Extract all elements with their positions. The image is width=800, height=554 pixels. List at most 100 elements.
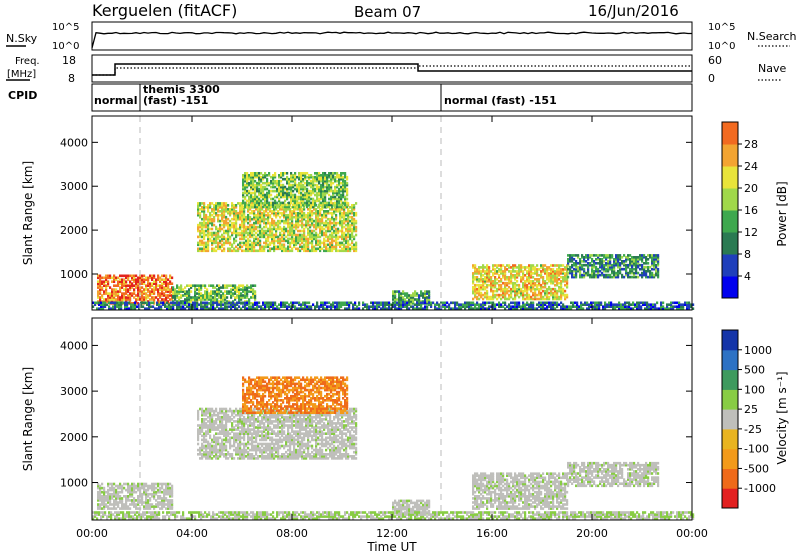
data-cell xyxy=(657,271,660,275)
data-cell xyxy=(631,262,634,265)
data-cell xyxy=(240,301,243,305)
data-cell xyxy=(544,272,547,275)
data-cell xyxy=(343,235,346,239)
data-cell xyxy=(284,191,287,195)
data-cell xyxy=(603,269,606,273)
data-cell xyxy=(398,290,401,293)
data-cell xyxy=(478,307,481,310)
data-cell xyxy=(300,183,303,187)
data-cell xyxy=(348,307,351,310)
data-cell xyxy=(508,293,511,297)
data-cell xyxy=(250,307,253,310)
nsky-panel: N.Sky 10^5 10^0 10^5 10^0 N.Search xyxy=(6,21,797,52)
data-cell xyxy=(103,501,106,504)
data-cell xyxy=(548,276,551,279)
data-cell xyxy=(478,272,481,275)
data-cell xyxy=(149,294,152,297)
data-cell xyxy=(550,303,553,306)
data-cell xyxy=(149,290,152,293)
data-cell xyxy=(133,292,136,295)
data-cell xyxy=(265,208,268,211)
data-cell xyxy=(374,301,377,305)
data-cell xyxy=(300,195,303,199)
data-cell xyxy=(384,303,387,306)
data-cell xyxy=(650,305,653,308)
data-cell xyxy=(332,197,335,201)
data-cell xyxy=(621,260,624,263)
data-cell xyxy=(366,305,369,308)
data-cell xyxy=(125,290,128,293)
data-cell xyxy=(166,305,169,308)
data-cell xyxy=(246,205,249,209)
data-cell xyxy=(310,201,313,205)
data-cell xyxy=(125,284,128,287)
data-cell xyxy=(300,199,303,203)
data-cell xyxy=(135,274,138,278)
data-cell xyxy=(335,241,338,245)
data-cell xyxy=(502,295,505,299)
data-cell xyxy=(276,201,279,205)
data-cell xyxy=(218,292,221,295)
data-cell xyxy=(165,282,168,285)
data-cell xyxy=(97,296,100,299)
data-cell xyxy=(244,191,247,195)
data-cell xyxy=(230,305,233,308)
data-cell xyxy=(581,275,584,279)
data-cell xyxy=(321,225,324,229)
data-cell xyxy=(225,217,228,221)
data-cell xyxy=(251,225,254,229)
data-cell xyxy=(115,288,118,291)
data-cell xyxy=(573,254,576,257)
data-cell xyxy=(172,286,175,289)
data-cell xyxy=(584,303,587,306)
data-cell xyxy=(516,270,519,273)
data-cell xyxy=(303,233,306,237)
data-cell xyxy=(349,215,352,219)
data-cell xyxy=(281,235,284,239)
data-cell xyxy=(336,305,339,308)
data-cell xyxy=(113,486,116,490)
data-cell xyxy=(244,195,247,199)
data-cell xyxy=(579,265,582,269)
data-cell xyxy=(267,243,270,247)
data-cell xyxy=(225,229,228,233)
data-cell xyxy=(213,219,216,223)
data-cell xyxy=(492,266,495,269)
data-cell xyxy=(241,217,244,221)
data-cell xyxy=(302,179,305,183)
data-cell xyxy=(229,219,232,223)
data-cell xyxy=(486,272,489,275)
data-cell xyxy=(271,235,274,239)
data-cell xyxy=(496,272,499,275)
data-cell xyxy=(113,488,116,492)
data-cell xyxy=(217,241,220,245)
data-cell xyxy=(260,183,263,187)
data-cell xyxy=(398,305,401,308)
data-cell xyxy=(253,223,256,227)
data-cell xyxy=(414,303,417,306)
data-cell xyxy=(522,293,525,297)
data-cell xyxy=(619,256,622,259)
data-cell xyxy=(336,193,339,197)
data-cell xyxy=(258,181,261,185)
data-cell xyxy=(215,204,218,207)
data-cell xyxy=(269,223,272,227)
data-cell xyxy=(313,211,316,215)
data-cell xyxy=(478,280,481,283)
data-cell xyxy=(300,197,303,201)
data-cell xyxy=(269,241,272,245)
data-cell xyxy=(316,195,319,199)
data-cell xyxy=(504,276,507,279)
data-cell xyxy=(119,490,122,494)
data-cell xyxy=(129,288,132,291)
data-cell xyxy=(100,307,103,310)
data-cell xyxy=(114,305,117,308)
data-cell xyxy=(334,305,337,308)
data-cell xyxy=(131,286,134,289)
data-cell xyxy=(311,247,314,251)
data-cell xyxy=(286,307,289,310)
data-cell xyxy=(514,295,517,299)
data-cell xyxy=(117,492,120,496)
data-cell xyxy=(322,197,325,201)
data-cell xyxy=(548,272,551,275)
